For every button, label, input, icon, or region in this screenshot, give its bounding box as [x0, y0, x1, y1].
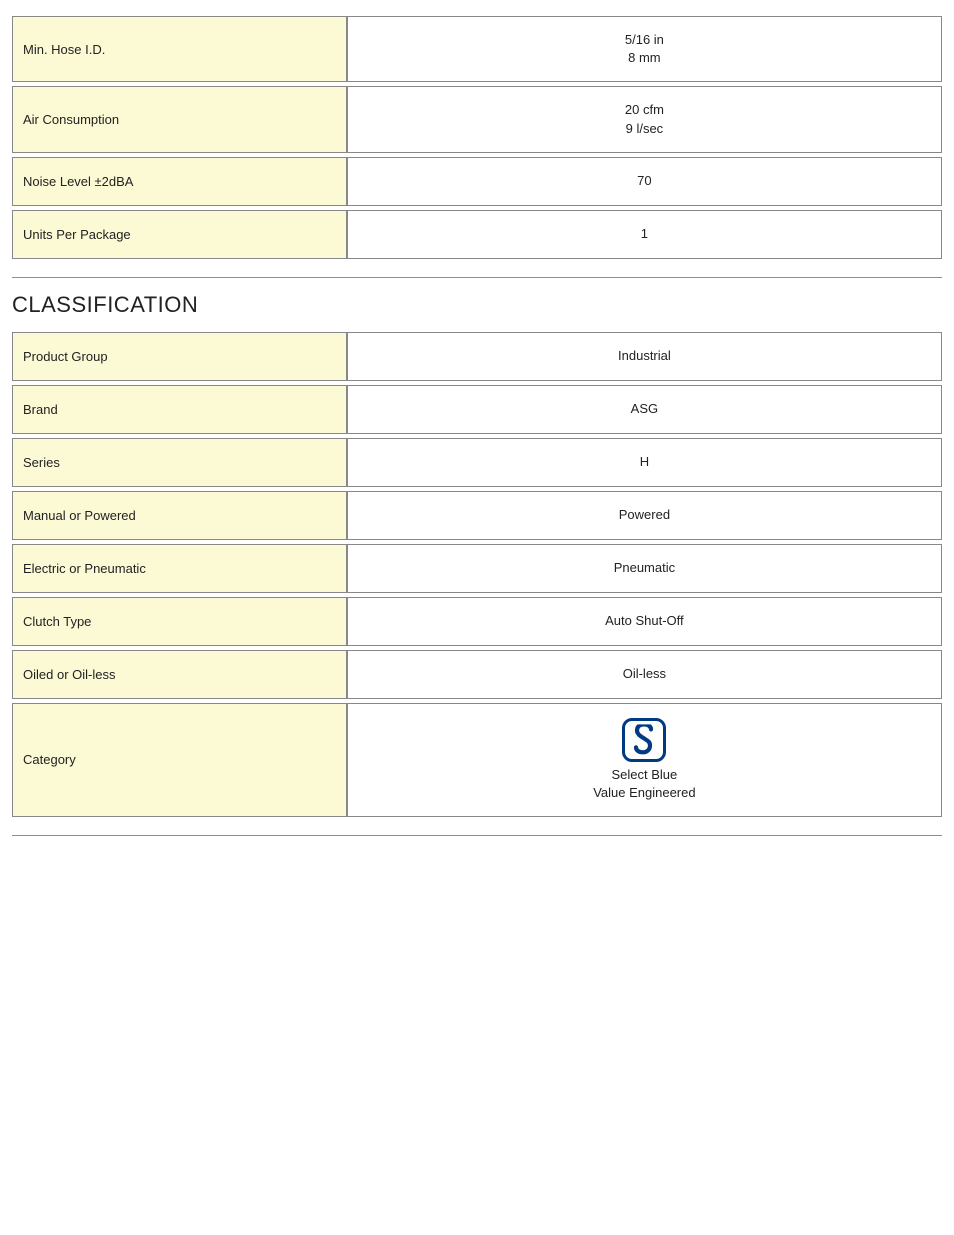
class-value: Powered	[347, 491, 942, 540]
class-value: Auto Shut-Off	[347, 597, 942, 646]
class-value: H	[347, 438, 942, 487]
table-row: Category Select BlueValue Engineered	[12, 703, 942, 817]
spec-label: Units Per Package	[12, 210, 347, 259]
classification-table: Product Group Industrial Brand ASG Serie…	[12, 328, 942, 821]
table-row: Min. Hose I.D. 5/16 in8 mm	[12, 16, 942, 82]
class-label: Series	[12, 438, 347, 487]
section-title-classification: CLASSIFICATION	[12, 292, 942, 318]
category-text: Select BlueValue Engineered	[593, 766, 695, 802]
section-divider	[12, 277, 942, 278]
spec-value: 20 cfm9 l/sec	[347, 86, 942, 152]
class-value: Pneumatic	[347, 544, 942, 593]
select-s-icon	[622, 718, 666, 762]
class-value-category: Select BlueValue Engineered	[347, 703, 942, 817]
classification-table-body: Product Group Industrial Brand ASG Serie…	[12, 332, 942, 817]
class-value: ASG	[347, 385, 942, 434]
table-row: Noise Level ±2dBA 70	[12, 157, 942, 206]
spec-label: Air Consumption	[12, 86, 347, 152]
spec-value: 1	[347, 210, 942, 259]
spec-value: 5/16 in8 mm	[347, 16, 942, 82]
table-row: Product Group Industrial	[12, 332, 942, 381]
spec-table-body: Min. Hose I.D. 5/16 in8 mm Air Consumpti…	[12, 16, 942, 259]
table-row: Clutch Type Auto Shut-Off	[12, 597, 942, 646]
spec-value: 70	[347, 157, 942, 206]
class-label: Brand	[12, 385, 347, 434]
class-label: Product Group	[12, 332, 347, 381]
class-label: Electric or Pneumatic	[12, 544, 347, 593]
class-label-category: Category	[12, 703, 347, 817]
table-row: Manual or Powered Powered	[12, 491, 942, 540]
class-label: Manual or Powered	[12, 491, 347, 540]
spec-label: Noise Level ±2dBA	[12, 157, 347, 206]
table-row: Electric or Pneumatic Pneumatic	[12, 544, 942, 593]
class-label: Oiled or Oil-less	[12, 650, 347, 699]
table-row: Brand ASG	[12, 385, 942, 434]
class-value: Oil-less	[347, 650, 942, 699]
table-row: Units Per Package 1	[12, 210, 942, 259]
table-row: Series H	[12, 438, 942, 487]
spec-table: Min. Hose I.D. 5/16 in8 mm Air Consumpti…	[12, 12, 942, 263]
table-row: Air Consumption 20 cfm9 l/sec	[12, 86, 942, 152]
class-value: Industrial	[347, 332, 942, 381]
class-label: Clutch Type	[12, 597, 347, 646]
table-row: Oiled or Oil-less Oil-less	[12, 650, 942, 699]
section-divider	[12, 835, 942, 836]
spec-label: Min. Hose I.D.	[12, 16, 347, 82]
